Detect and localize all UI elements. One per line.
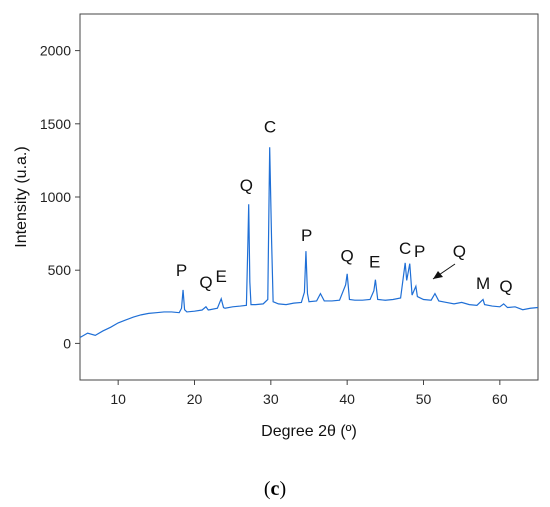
y-tick-label: 1500: [40, 116, 71, 132]
y-tick-label: 1000: [40, 189, 71, 205]
peak-label: C: [399, 239, 411, 258]
y-tick-label: 500: [48, 262, 72, 278]
x-tick-label: 40: [339, 391, 355, 407]
x-tick-label: 10: [110, 391, 126, 407]
x-tick-label: 50: [416, 391, 432, 407]
peak-label: Q: [341, 246, 354, 265]
panel-label: (c): [264, 478, 286, 500]
y-tick-label: 0: [63, 335, 71, 351]
x-tick-label: 30: [263, 391, 279, 407]
series-line: [79, 147, 539, 339]
x-tick-label: 60: [492, 391, 508, 407]
peak-label: C: [264, 118, 276, 137]
peak-label: P: [176, 261, 187, 280]
x-axis-title: Degree 2θ (º): [261, 423, 357, 440]
panel-label-close: ): [279, 478, 286, 500]
panel-label-letter: c: [271, 478, 280, 500]
peak-label: Q: [199, 273, 212, 292]
annotation-arrowhead: [433, 271, 443, 279]
peak-label: Q: [499, 277, 512, 296]
peak-label: M: [476, 274, 490, 293]
y-axis-title: Intensity (u.a.): [13, 146, 30, 247]
y-tick-label: 2000: [40, 43, 71, 59]
x-tick-label: 20: [187, 391, 203, 407]
peak-label: P: [301, 226, 312, 245]
peak-label: P: [414, 242, 425, 261]
peak-label: E: [369, 252, 380, 271]
y-axis: 0 500 1000 1500 2000: [40, 43, 80, 351]
peak-label: Q: [453, 242, 466, 261]
panel-label-open: (: [264, 478, 271, 500]
x-axis: 10 20 30 40 50 60: [110, 380, 508, 407]
peak-label: E: [216, 267, 227, 286]
peak-label: Q: [240, 176, 253, 195]
plot-frame: [79, 13, 539, 381]
